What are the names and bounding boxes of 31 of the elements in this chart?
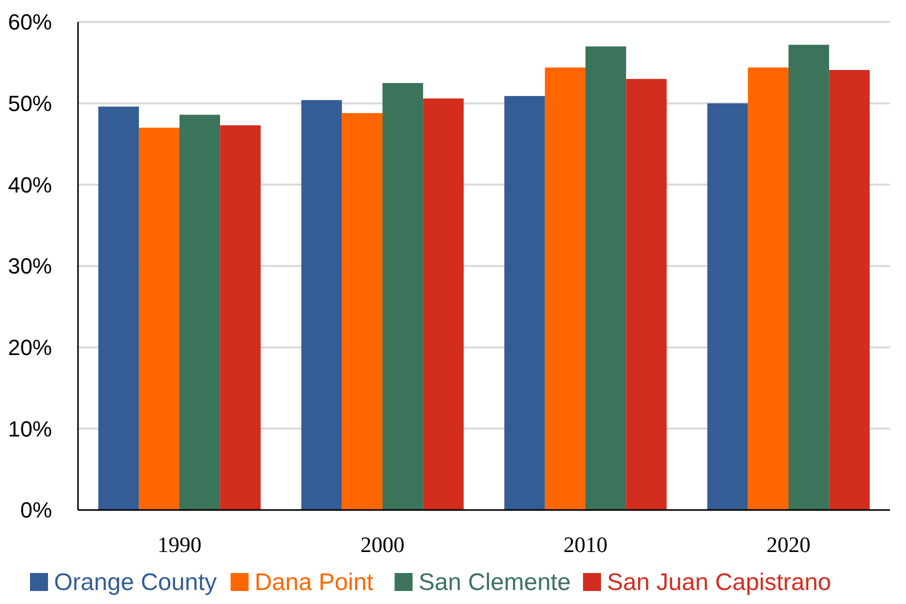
bar — [626, 78, 667, 510]
y-tick-label: 40% — [8, 172, 52, 198]
y-tick-label: 50% — [8, 91, 52, 116]
bar — [829, 70, 870, 510]
bar — [423, 98, 464, 510]
bar — [748, 68, 788, 510]
bar — [180, 114, 220, 510]
bar — [220, 125, 261, 510]
bar — [707, 103, 748, 510]
x-tick-label: 2010 — [564, 532, 608, 557]
legend-label: San Juan Capistrano — [607, 569, 832, 596]
bar — [504, 96, 545, 510]
bar — [382, 83, 424, 510]
y-tick-label: 20% — [8, 335, 52, 360]
legend-label: San Clemente — [418, 569, 571, 596]
y-tick-label: 30% — [8, 254, 52, 279]
x-tick-label: 2020 — [766, 532, 810, 557]
bar — [342, 113, 382, 510]
bar — [138, 128, 180, 510]
y-tick-label: 10% — [8, 416, 52, 442]
legend-label: Dana Point — [254, 569, 374, 596]
bar — [586, 46, 626, 510]
bar — [788, 44, 830, 510]
x-tick-label: 2000 — [360, 532, 404, 557]
bar — [544, 68, 586, 510]
bar — [98, 106, 139, 510]
y-tick-label: 0% — [20, 498, 52, 523]
bar — [301, 100, 342, 510]
y-tick-label: 60% — [8, 10, 52, 35]
legend-label: Orange County — [54, 569, 217, 596]
x-tick-label: 1990 — [158, 532, 202, 557]
